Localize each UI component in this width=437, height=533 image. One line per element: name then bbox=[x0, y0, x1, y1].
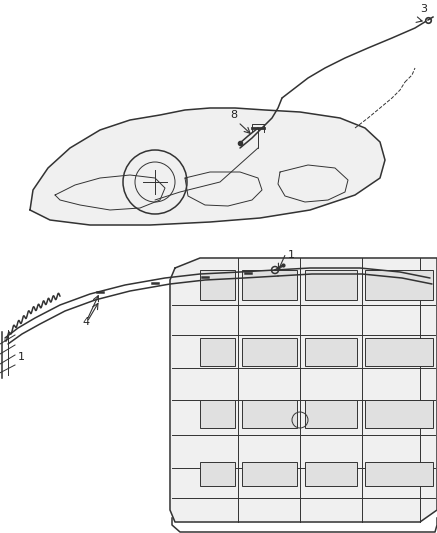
Bar bbox=[365, 270, 433, 300]
Bar bbox=[200, 270, 235, 300]
Bar bbox=[365, 462, 433, 486]
Bar bbox=[242, 270, 297, 300]
Bar bbox=[365, 400, 433, 428]
Bar bbox=[200, 400, 235, 428]
Bar bbox=[305, 338, 357, 366]
Text: 1: 1 bbox=[288, 250, 295, 260]
Bar bbox=[365, 338, 433, 366]
Bar bbox=[305, 400, 357, 428]
Bar bbox=[305, 270, 357, 300]
Polygon shape bbox=[30, 108, 385, 225]
Bar bbox=[242, 462, 297, 486]
Bar bbox=[200, 462, 235, 486]
Bar bbox=[200, 338, 235, 366]
Text: 3: 3 bbox=[420, 4, 427, 14]
Bar bbox=[242, 400, 297, 428]
Text: 8: 8 bbox=[230, 110, 237, 120]
Bar bbox=[305, 462, 357, 486]
Polygon shape bbox=[170, 258, 437, 522]
Text: 4: 4 bbox=[82, 317, 89, 327]
Bar bbox=[242, 338, 297, 366]
Text: 1: 1 bbox=[18, 352, 25, 362]
